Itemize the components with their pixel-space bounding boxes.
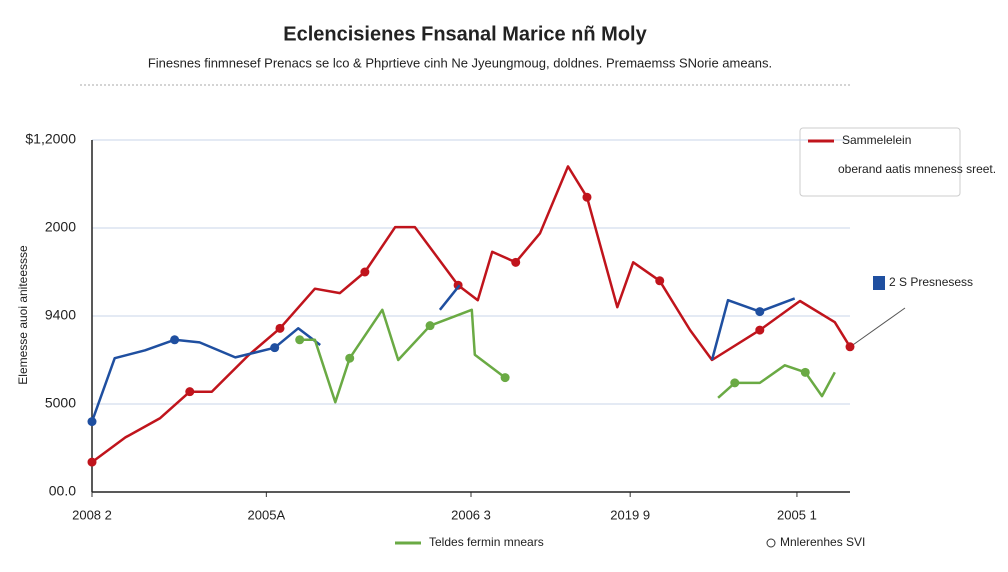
series-marker xyxy=(170,335,180,345)
annotation-icon xyxy=(766,538,776,548)
series-marker xyxy=(655,276,665,286)
x-tick-label: 2005A xyxy=(248,507,286,522)
x-tick-label: 2005 1 xyxy=(777,507,817,522)
annotation: Mnlerenhes SVI xyxy=(780,535,865,549)
y-tick-label: 5000 xyxy=(45,395,76,411)
y-tick-label: 00.0 xyxy=(49,483,76,499)
series-marker xyxy=(800,367,810,377)
chart-subtitle: Finesnes finmnesef Prenacs se lco & Phpr… xyxy=(148,55,772,70)
legend-label: 2 S Presnesess xyxy=(889,275,973,289)
series-line xyxy=(299,308,836,404)
series-marker xyxy=(87,457,97,467)
series-marker xyxy=(345,353,355,363)
series-marker xyxy=(87,417,97,427)
y-tick-label: 2000 xyxy=(45,219,76,235)
series-marker xyxy=(295,335,305,345)
y-tick-label: 9400 xyxy=(45,307,76,323)
series-marker xyxy=(730,378,740,388)
series-marker xyxy=(500,373,510,383)
y-axis-label: Elemesse auoi aniteessse xyxy=(16,245,30,385)
series-marker xyxy=(425,321,435,331)
y-tick-label: $1,2000 xyxy=(25,131,76,147)
series-marker xyxy=(755,307,765,317)
series-marker xyxy=(755,325,765,335)
series-line xyxy=(90,284,796,423)
legend-label: Sammelelein xyxy=(842,133,911,147)
annotation: oberand aatis mneness sreet. xyxy=(838,162,996,176)
series-marker xyxy=(360,267,370,277)
x-tick-label: 2019 9 xyxy=(610,507,650,522)
x-tick-label: 2008 2 xyxy=(72,507,112,522)
callout-line xyxy=(849,307,906,348)
series-marker xyxy=(511,257,521,267)
legend-box xyxy=(799,127,961,197)
series-marker xyxy=(275,323,285,333)
series-marker xyxy=(185,387,195,397)
series-marker xyxy=(270,343,280,353)
legend-label: Teldes fermin mnears xyxy=(429,535,544,549)
chart-title: Eclencisienes Fnsanal Marice nñ Moly xyxy=(283,23,647,45)
series-line xyxy=(91,165,852,464)
legend-swatch xyxy=(873,276,885,290)
series-marker xyxy=(582,192,592,202)
x-tick-label: 2006 3 xyxy=(451,507,491,522)
series-marker xyxy=(845,342,855,352)
